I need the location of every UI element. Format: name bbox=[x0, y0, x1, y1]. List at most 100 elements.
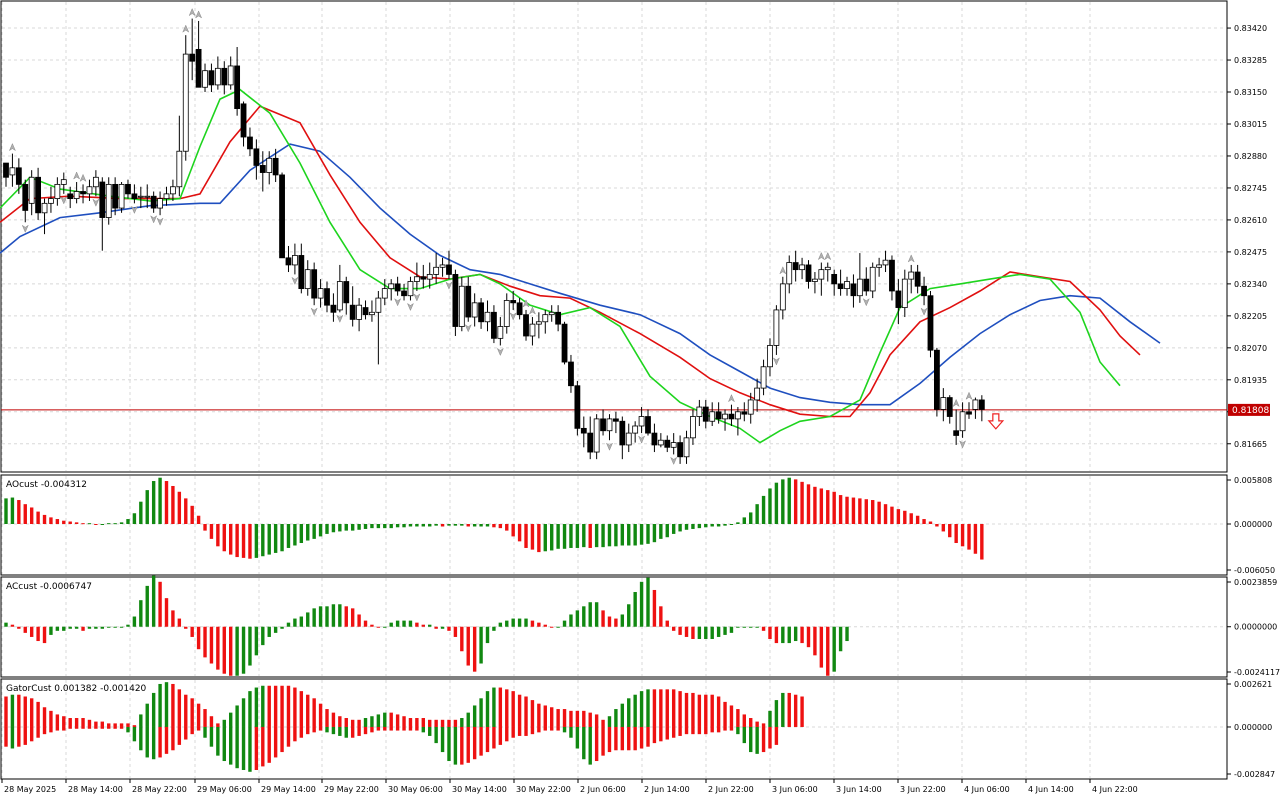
candle bbox=[60, 172, 67, 194]
candle-body-bear bbox=[613, 418, 619, 422]
fractal-down-icon bbox=[959, 440, 967, 449]
histogram-bar-up bbox=[132, 726, 137, 742]
candle bbox=[863, 267, 870, 296]
fractal-down-icon bbox=[291, 276, 299, 286]
candle bbox=[401, 283, 407, 301]
candle-body-bull bbox=[118, 183, 125, 209]
candle bbox=[773, 305, 780, 355]
histogram-bar-up bbox=[139, 600, 143, 627]
histogram-bar-up bbox=[126, 624, 130, 627]
histogram-bar-down bbox=[100, 726, 104, 729]
candle-body-bull bbox=[657, 439, 664, 446]
candle bbox=[606, 414, 613, 441]
candle-body-bull bbox=[535, 321, 542, 325]
candle-body-bull bbox=[336, 281, 343, 311]
candle-body-bear bbox=[619, 420, 626, 446]
histogram-bar-down bbox=[203, 524, 207, 531]
histogram-bar-up bbox=[768, 710, 772, 727]
fractal-up-icon bbox=[182, 24, 190, 33]
fractal-markers bbox=[8, 7, 973, 466]
candle-body-bear bbox=[953, 430, 960, 436]
gator-indicator-pane[interactable]: 0.002621 0.000000 -0.002847 GatorCust 0.00… bbox=[0, 678, 1275, 780]
histogram-bar-down bbox=[954, 524, 958, 544]
histogram-bar-down bbox=[10, 624, 15, 627]
histogram-bar-up bbox=[428, 624, 432, 627]
histogram-bar-up bbox=[383, 626, 387, 628]
candle-body-bear bbox=[510, 300, 517, 304]
histogram-bar-up bbox=[781, 692, 785, 727]
candle-body-bear bbox=[465, 285, 472, 318]
histogram-bar-down bbox=[845, 496, 849, 524]
x-tick-label: 3 Jun 22:00 bbox=[900, 785, 946, 794]
candle-body-bull bbox=[670, 442, 677, 448]
histogram-bar-down bbox=[787, 692, 791, 727]
histogram-bar-up bbox=[588, 726, 592, 765]
histogram-bar-down bbox=[665, 689, 669, 727]
candle bbox=[696, 399, 703, 426]
histogram-bar-down bbox=[4, 726, 8, 747]
candle-body-bull bbox=[9, 167, 16, 176]
histogram-bar-down bbox=[594, 726, 599, 762]
histogram-bar-up bbox=[229, 712, 233, 727]
candle-body-bull bbox=[632, 425, 639, 434]
candle-body-bull bbox=[972, 399, 979, 410]
ao-indicator-pane[interactable]: 0.005808 0.000000 -0.006050 AOcust -0.0043… bbox=[0, 474, 1275, 576]
histogram-bar-down bbox=[716, 696, 721, 727]
candle-body-bear bbox=[131, 193, 138, 200]
candle bbox=[105, 177, 112, 225]
histogram-bar-down bbox=[273, 685, 278, 727]
ac-indicator-pane[interactable]: 0.0023859 0.0000000 -0.0024117 ACcust -0.0… bbox=[0, 575, 1280, 678]
candle bbox=[349, 286, 356, 327]
fractal-down-icon bbox=[605, 442, 614, 451]
histogram-bar-up bbox=[312, 524, 316, 539]
histogram-bar-up bbox=[723, 524, 727, 526]
candle-body-bull bbox=[54, 183, 61, 200]
histogram-bar-down bbox=[17, 694, 21, 727]
histogram-bar-down bbox=[312, 698, 316, 727]
histogram-bar-up bbox=[389, 524, 393, 529]
histogram-bar-up bbox=[434, 524, 438, 526]
candle-body-bull bbox=[786, 262, 793, 285]
candle bbox=[41, 198, 48, 235]
main-price-pane[interactable]: 0.83420 0.83285 0.83150 0.83015 0.82880 0.827… bbox=[0, 0, 1270, 473]
histogram-bar-down bbox=[691, 626, 695, 639]
candle bbox=[837, 269, 844, 296]
histogram-bar-down bbox=[184, 498, 188, 524]
histogram-bar-up bbox=[151, 481, 156, 524]
candle-body-bull bbox=[266, 157, 273, 173]
candle bbox=[574, 380, 581, 436]
histogram-bar-up bbox=[402, 524, 406, 528]
histogram-bar-up bbox=[158, 683, 162, 727]
histogram-bar-up bbox=[749, 726, 753, 753]
histogram-bar-down bbox=[530, 524, 535, 550]
histogram-bar-up bbox=[126, 726, 130, 733]
gator-title: GatorCust 0.001382 -0.001420 bbox=[6, 684, 147, 694]
candle-body-bear bbox=[279, 174, 285, 259]
x-tick-label: 30 May 06:00 bbox=[388, 785, 443, 794]
fractal-up-icon bbox=[188, 7, 196, 17]
histogram-bar-down bbox=[511, 691, 515, 727]
x-tick-label: 4 Jun 06:00 bbox=[964, 785, 1010, 794]
histogram-bar-up bbox=[505, 620, 509, 627]
candle bbox=[510, 290, 517, 310]
candle bbox=[946, 395, 953, 424]
histogram-bar-up bbox=[736, 626, 740, 628]
histogram-bar-up bbox=[415, 524, 419, 527]
histogram-bar-up bbox=[402, 620, 406, 627]
histogram-bar-down bbox=[248, 524, 252, 559]
histogram-bar-down bbox=[710, 726, 714, 733]
candle-body-bull bbox=[439, 264, 446, 268]
candle-body-bear bbox=[330, 304, 337, 313]
histogram-bar-down bbox=[415, 718, 419, 727]
alligator-lips-line bbox=[0, 88, 1121, 444]
histogram-bar-down bbox=[755, 721, 759, 727]
alligator-jaw-line bbox=[0, 143, 1161, 406]
histogram-bar-up bbox=[267, 626, 271, 637]
histogram-bar-down bbox=[819, 626, 824, 668]
price-badge-background bbox=[1228, 403, 1270, 416]
histogram-bar-up bbox=[485, 626, 490, 644]
time-axis: 28 May 2025 28 May 14:00 28 May 22:00 29 Ma… bbox=[1, 779, 1138, 794]
histogram-bar-up bbox=[575, 610, 580, 627]
histogram-bar-down bbox=[29, 507, 34, 524]
